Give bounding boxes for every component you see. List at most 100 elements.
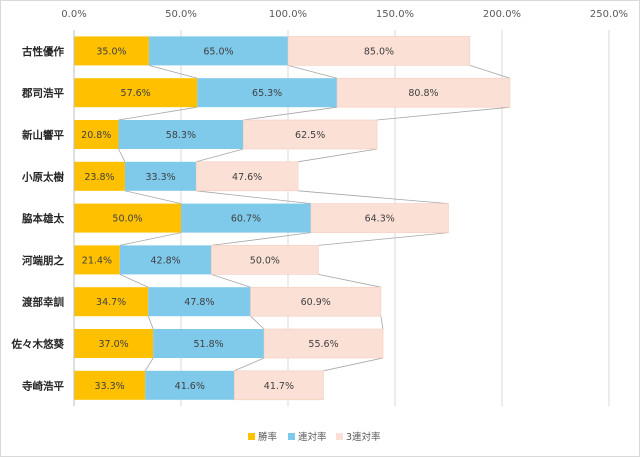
category-label: 小原太樹 (21, 170, 64, 183)
series-line (119, 274, 149, 288)
series-lines (118, 65, 511, 372)
data-label: 37.0% (98, 339, 128, 350)
bar-segment (263, 328, 384, 359)
series-line (124, 190, 182, 204)
data-label: 41.7% (264, 381, 294, 392)
series-line (297, 148, 378, 163)
bar-segment (74, 120, 119, 149)
series-line (118, 148, 126, 162)
x-tick-label: 200.0% (483, 9, 521, 20)
series-line (287, 65, 338, 79)
bar-segment (211, 245, 319, 275)
data-label: 65.0% (203, 46, 233, 57)
bar-segment (74, 370, 146, 400)
bar-segment (153, 329, 265, 358)
data-label: 50.0% (250, 255, 280, 266)
bar-segment (181, 203, 311, 233)
bar-segment (74, 203, 181, 233)
data-label: 50.0% (112, 214, 142, 225)
series-line (298, 190, 449, 204)
bar-segment (74, 329, 154, 358)
legend-swatch (248, 433, 255, 440)
legend-swatch (288, 433, 295, 440)
series-line (196, 148, 244, 163)
data-label: 20.8% (81, 130, 111, 141)
data-label: 47.8% (184, 297, 214, 308)
bar-segment (74, 161, 125, 191)
bar-segment (119, 245, 212, 275)
bar-segment (287, 36, 471, 66)
series-line (250, 315, 265, 330)
bar-segment (233, 370, 324, 401)
x-tick-label: 250.0% (590, 9, 628, 20)
axes: 0.0% 50.0% 100.0% 150.0% 200.0% 250.0% 古性優作郡司浩… (11, 9, 628, 407)
x-tick-label: 50.0% (165, 9, 197, 20)
series-line (243, 106, 338, 121)
data-label: 85.0% (364, 46, 394, 57)
legend: 勝率 連対率 3連対率 (248, 431, 381, 443)
series-line (318, 274, 381, 288)
data-label: 21.4% (82, 255, 112, 266)
data-label: 60.7% (231, 214, 261, 225)
data-label: 35.0% (96, 46, 126, 57)
bar-segment (148, 287, 251, 317)
category-label: 寺崎浩平 (22, 379, 64, 392)
series-line (147, 316, 154, 330)
data-label: 64.3% (365, 214, 395, 225)
data-label: 42.8% (150, 255, 180, 266)
category-label: 脇本雄太 (22, 212, 64, 225)
data-label: 65.3% (252, 88, 282, 99)
series-line (469, 65, 511, 79)
bar-segment (118, 120, 244, 149)
data-label: 47.6% (232, 172, 262, 183)
data-label: 58.3% (166, 130, 196, 141)
bar-segment (195, 161, 299, 192)
x-tick-label: 0.0% (61, 9, 86, 20)
series-line (376, 106, 510, 121)
category-label: 古性優作 (22, 45, 64, 58)
category-label: 河端朋之 (22, 254, 64, 267)
x-tick-label: 100.0% (269, 9, 307, 20)
bar-segment (74, 36, 149, 66)
series-line (234, 357, 265, 372)
series-line (144, 357, 154, 372)
series-line (119, 232, 182, 246)
x-tick-label: 150.0% (376, 9, 414, 20)
bar-segment (242, 119, 378, 150)
series-line (196, 190, 311, 204)
series-line (318, 232, 449, 246)
data-label: 51.8% (194, 339, 224, 350)
bar-segment (145, 370, 235, 400)
bar-segment (124, 161, 197, 191)
legend-label: 勝率 (258, 431, 278, 443)
bar-segment (148, 36, 288, 66)
category-label: 渡部幸訓 (22, 296, 64, 309)
bar-segment (310, 203, 449, 233)
data-label: 57.6% (121, 88, 151, 99)
category-label: 佐々木悠葵 (11, 338, 65, 351)
series-line (211, 274, 251, 288)
bar-segment (336, 77, 511, 108)
legend-label: 連対率 (298, 431, 327, 443)
legend-swatch (336, 433, 343, 440)
data-label: 80.8% (408, 88, 438, 99)
data-label: 33.3% (145, 172, 175, 183)
data-label: 41.6% (175, 381, 205, 392)
bar-segment (250, 286, 382, 317)
series-line (118, 106, 198, 121)
data-label: 62.5% (295, 130, 325, 141)
category-label: 新山響平 (22, 129, 64, 142)
data-labels: 35.0% 65.0% 85.0% 57.6% 65.3% 80.8% 20.8% 58.3%… (81, 46, 438, 391)
series-line (323, 357, 384, 372)
bars (74, 36, 511, 401)
data-label: 55.6% (308, 339, 338, 350)
data-label: 60.9% (301, 297, 331, 308)
bar-segment (74, 245, 120, 275)
category-label: 郡司浩平 (21, 87, 64, 100)
series-line (148, 65, 198, 79)
bar-segment (197, 78, 338, 108)
data-label: 23.8% (84, 172, 114, 183)
series-line (211, 232, 311, 246)
data-label: 34.7% (96, 297, 126, 308)
